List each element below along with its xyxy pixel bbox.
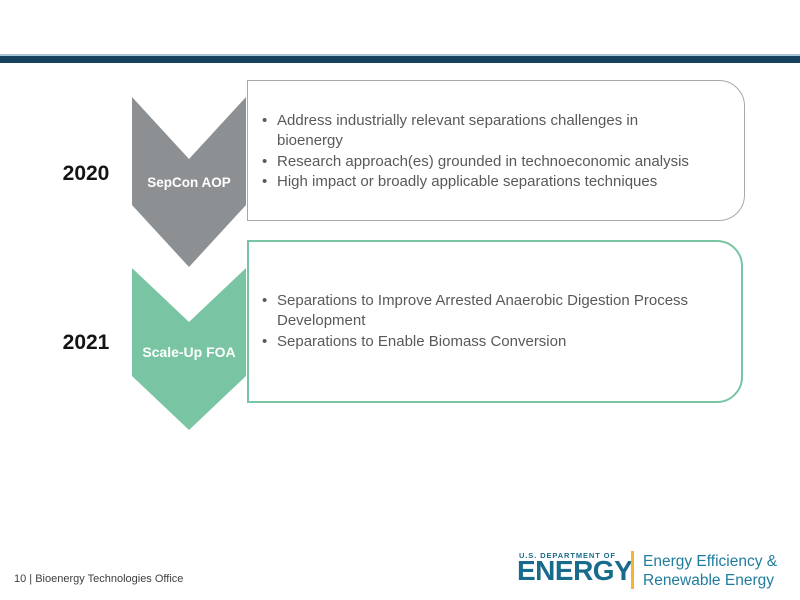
bullet-item: High impact or broadly applicable separa… xyxy=(260,172,689,193)
year-label-2021: 2021 xyxy=(62,331,110,354)
year-label-2020: 2020 xyxy=(62,162,110,185)
eere-program-label: Energy Efficiency & Renewable Energy xyxy=(643,553,777,590)
bullet-item: Separations to Enable Biomass Conversion xyxy=(260,332,689,353)
sepcon-aop-bullet-list: Address industrially relevant separation… xyxy=(260,111,734,193)
page-number-footer: 10 | Bioenergy Technologies Office xyxy=(14,573,184,585)
chevron-down-icon-sepcon xyxy=(132,97,246,267)
bullet-item: Address industrially relevant separation… xyxy=(260,111,689,152)
eere-line-1: Energy Efficiency & xyxy=(643,553,778,570)
doe-department-line: U.S. DEPARTMENT OF xyxy=(519,551,616,560)
bullet-item: Research approach(es) grounded in techno… xyxy=(260,152,689,173)
chevron-label-sepcon-aop: SepCon AOP xyxy=(147,175,231,190)
doe-energy-wordmark: ENERGY xyxy=(517,555,633,586)
top-accent-navy-bar xyxy=(0,56,800,63)
bullet-item: Separations to Improve Arrested Anaerobi… xyxy=(260,291,689,332)
eere-line-2: Renewable Energy xyxy=(643,571,774,589)
top-accent-light-line xyxy=(0,54,800,56)
chevron-down-icon-scaleup xyxy=(132,268,246,430)
logo-divider-rule xyxy=(631,551,634,589)
sepcon-aop-bullet-box: Address industrially relevant separation… xyxy=(247,80,745,221)
scale-up-foa-bullet-list: Separations to Improve Arrested Anaerobi… xyxy=(260,291,731,353)
scale-up-foa-bullet-box: Separations to Improve Arrested Anaerobi… xyxy=(247,240,743,403)
chevron-label-scale-up-foa: Scale-Up FOA xyxy=(142,344,236,360)
